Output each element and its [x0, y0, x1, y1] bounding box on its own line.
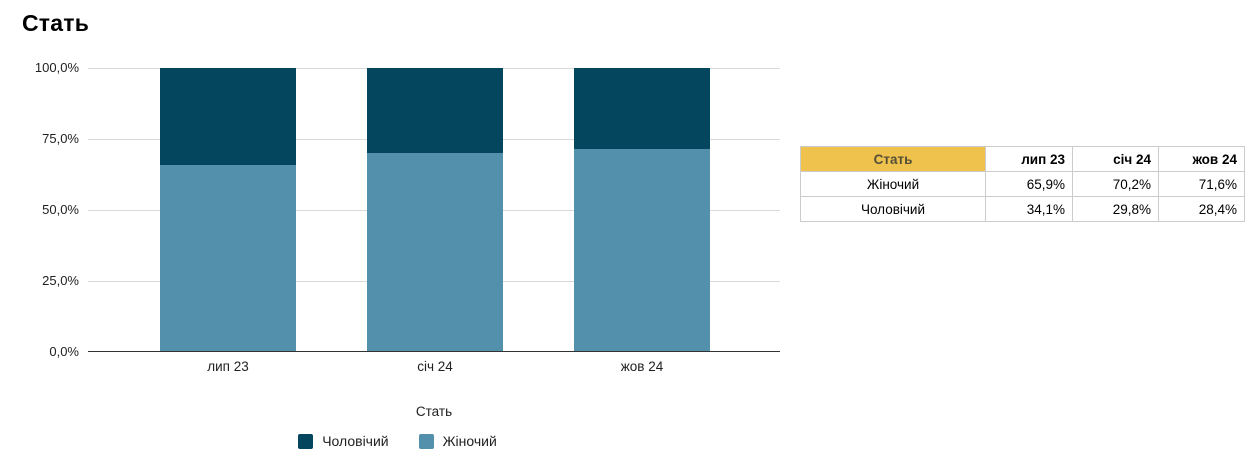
y-tick-label: 25,0%: [42, 273, 79, 288]
y-tick-label: 0,0%: [49, 344, 79, 359]
gridline: [88, 67, 780, 69]
y-tick-label: 50,0%: [42, 202, 79, 217]
value-cell[interactable]: 70,2%: [1072, 171, 1159, 197]
x-tick-label: січ 24: [417, 359, 453, 374]
x-axis-title: Стать: [415, 404, 453, 419]
x-tick-label: лип 23: [207, 359, 249, 374]
value-cell[interactable]: 28,4%: [1158, 196, 1245, 222]
plot-area: [88, 67, 780, 352]
table-header-row: Стать лип 23 січ 24 жов 24: [800, 146, 1245, 172]
data-table: Стать лип 23 січ 24 жов 24 Жіночий 65,9% 70,2…: [800, 146, 1245, 222]
table-row: Жіночий 65,9% 70,2% 71,6%: [800, 171, 1245, 197]
x-axis-baseline: [88, 351, 780, 352]
y-tick-label: 100,0%: [34, 60, 79, 75]
value-cell[interactable]: 65,9%: [985, 171, 1073, 197]
legend-item: Жіночий: [418, 433, 497, 449]
x-axis: лип 23 січ 24 жов 24: [88, 359, 780, 377]
bar-segment: [574, 148, 710, 352]
table-period-header[interactable]: жов 24: [1158, 146, 1245, 172]
y-axis: 0,0% 25,0% 50,0% 75,0% 100,0%: [0, 60, 79, 359]
row-label-cell[interactable]: Чоловічий: [800, 196, 986, 222]
legend-label: Чоловічий: [322, 433, 389, 449]
value-cell[interactable]: 71,6%: [1158, 171, 1245, 197]
table-row: Чоловічий 34,1% 29,8% 28,4%: [800, 196, 1245, 222]
bar-segment: [367, 68, 503, 153]
value-cell[interactable]: 34,1%: [985, 196, 1073, 222]
table-period-header[interactable]: січ 24: [1072, 146, 1159, 172]
legend-label: Жіночий: [442, 433, 497, 449]
legend-item: Чоловічий: [298, 433, 389, 449]
table-header: Стать лип 23 січ 24 жов 24: [800, 146, 1245, 172]
bar-segment: [367, 152, 503, 352]
bar-2: [367, 68, 503, 352]
table-body: Жіночий 65,9% 70,2% 71,6% Чоловічий 34,1% 29,8…: [800, 171, 1245, 222]
chart-title: Стать: [22, 10, 90, 36]
table-period-header[interactable]: лип 23: [985, 146, 1073, 172]
chart-legend: Чоловічий Жіночий: [0, 433, 795, 449]
legend-swatch: [418, 433, 434, 449]
row-label-cell[interactable]: Жіночий: [800, 171, 986, 197]
legend-swatch: [298, 433, 314, 449]
y-tick-label: 75,0%: [42, 131, 79, 146]
value-cell[interactable]: 29,8%: [1072, 196, 1159, 222]
x-tick-label: жов 24: [620, 359, 664, 374]
bar-segment: [160, 68, 296, 165]
bar-1: [160, 68, 296, 352]
table-corner-cell[interactable]: Стать: [800, 146, 986, 172]
bar-segment: [160, 164, 296, 352]
bar-3: [574, 68, 710, 352]
bar-segment: [574, 68, 710, 149]
